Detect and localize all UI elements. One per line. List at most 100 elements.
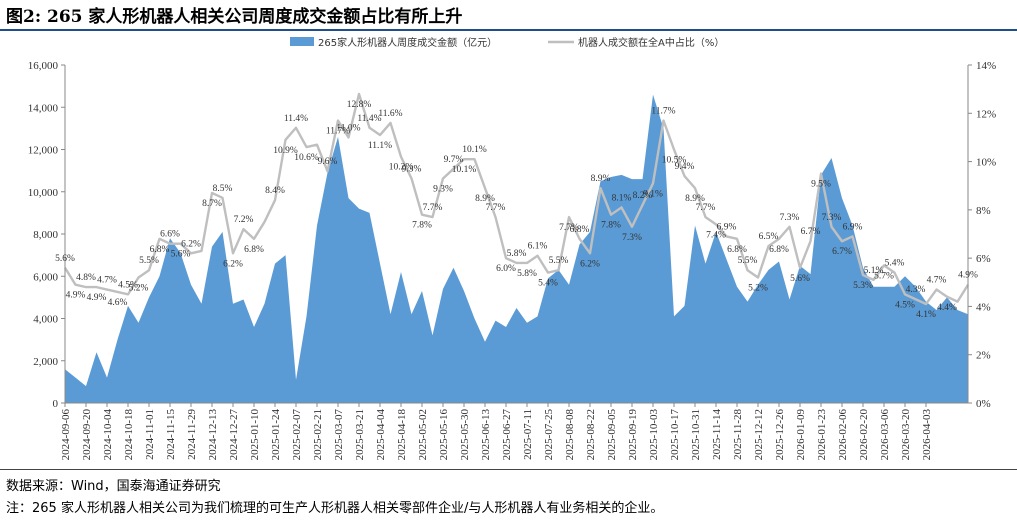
x-tick-label: 2026-03-20 [900,409,912,461]
y-right-tick-label: 14% [976,60,996,72]
source-note: 数据来源：Wind，国泰海通证券研究 [6,479,221,494]
data-label: 11.0% [336,123,360,133]
data-label: 11.6% [378,109,402,119]
data-labels-layer: 5.6%4.9%4.8%4.9%4.7%4.6%4.5%5.2%5.5%6.8%… [55,100,978,320]
x-tick-label: 2025-11-28 [732,409,744,460]
data-label: 6.5% [759,232,779,242]
x-tick-label: 2025-09-19 [627,409,639,461]
data-label: 6.9% [717,222,737,232]
data-label: 5.2% [748,283,768,293]
x-tick-label: 2026-03-06 [879,409,891,461]
x-tick-label: 2026-01-23 [816,409,828,461]
data-label: 12.8% [347,100,372,110]
data-label: 5.8% [517,269,537,279]
y-left-tick-label: 6,000 [33,271,58,283]
data-label: 8.7% [202,199,222,209]
data-label: 9.3% [433,184,453,194]
chart-legend: 265家人形机器人周度成交金额（亿元） 机器人成交额在全A中占比（%） [290,36,724,49]
data-label: 6.6% [160,230,180,240]
y-left-tick-label: 2,000 [33,356,58,368]
x-tick-label: 2025-04-04 [375,409,387,461]
data-label: 7.2% [234,215,254,225]
x-tick-label: 2024-10-18 [123,409,135,461]
data-label: 5.5% [139,256,159,266]
x-tick-label: 2025-10-17 [669,409,681,461]
data-label: 5.6% [55,254,75,264]
data-label: 10.9% [273,146,298,156]
y-right-tick-label: 8% [976,205,991,217]
data-label: 8.5% [213,184,233,194]
data-label: 4.1% [916,310,936,320]
x-tick-label: 2026-02-06 [837,409,849,461]
legend-label-line: 机器人成交额在全A中占比（%） [578,36,724,49]
y-left-tick-label: 16,000 [28,60,59,72]
y-left-tick-label: 12,000 [28,145,59,157]
axes-layer: 0 2,000 4,000 6,000 8,000 10,000 12,000 14,000 1… [28,60,996,460]
x-tick-label: 2026-01-09 [795,409,807,461]
x-tick-label: 2025-04-18 [396,409,408,461]
data-label: 6.8% [570,225,590,235]
data-label: 6.2% [580,259,600,269]
data-label: 5.6% [790,274,810,284]
y-right-tick-label: 0% [976,398,991,410]
x-tick-label: 2024-12-13 [207,409,219,461]
data-label: 10.6% [294,153,319,163]
y-left-tick-label: 10,000 [28,187,59,199]
data-label: 6.9% [843,222,863,232]
x-tick-label: 2025-05-16 [438,409,450,461]
data-label: 9.1% [643,189,663,199]
data-label: 6.7% [832,247,852,257]
data-label: 4.4% [937,303,957,313]
footer-divider [0,469,1017,470]
data-label: 11.4% [284,114,308,124]
data-label: 11.1% [368,141,392,151]
data-label: 5.3% [853,281,873,291]
data-label: 4.9% [66,291,86,301]
data-label: 6.1% [528,242,548,252]
x-tick-label: 2025-08-08 [564,409,576,461]
x-tick-label: 2025-12-26 [774,409,786,461]
data-label: 5.6% [171,250,191,260]
y-left-tick-label: 14,000 [28,102,59,114]
x-tick-label: 2025-05-02 [417,409,429,460]
title-divider [0,29,1017,31]
data-label: 10.1% [452,165,477,175]
data-label: 5.7% [874,271,894,281]
data-label: 4.9% [958,271,978,281]
x-tick-label: 2024-11-01 [144,409,156,460]
data-label: 11.7% [326,127,350,137]
y-left-tick-label: 8,000 [33,229,58,241]
y-right-tick-label: 4% [976,301,991,313]
data-label: 4.3% [906,285,926,295]
data-label: 7.4% [706,230,726,240]
x-tick-label: 2025-11-14 [711,409,723,460]
data-label: 8.4% [265,186,285,196]
data-label: 7.3% [780,213,800,223]
legend-swatch-area [290,37,314,46]
x-tick-label: 2025-07-25 [543,409,555,461]
line-series-layer [63,92,970,306]
data-label: 10.1% [462,145,487,155]
y-right-tick-label: 2% [976,350,991,362]
data-label: 8.9% [685,194,705,204]
x-tick-label: 2024-10-04 [102,409,114,461]
y-right-tick-label: 12% [976,108,996,120]
data-label: 4.6% [108,298,128,308]
data-label: 9.6% [318,157,338,167]
x-tick-label: 2026-02-20 [858,409,870,461]
y-right-tick-label: 10% [976,157,996,169]
data-label: 9.5% [811,180,831,190]
x-tick-label: 2024-11-29 [186,409,198,460]
data-label: 6.8% [769,245,789,255]
x-tick-label: 2025-05-30 [459,409,471,461]
data-label: 8.9% [591,174,611,184]
x-tick-label: 2025-03-07 [333,409,345,461]
x-tick-label: 2025-06-27 [501,409,513,461]
footnote: 注：265 家人形机器人相关公司为我们梳理的可生产人形机器人相关零部件企业/与人… [6,501,664,516]
data-label: 4.5% [895,300,915,310]
data-label: 8.1% [612,193,632,203]
data-label: 9.3% [402,164,422,174]
x-tick-label: 2025-10-31 [690,409,702,460]
data-label: 6.8% [727,245,747,255]
x-tick-label: 2024-12-27 [228,409,240,461]
